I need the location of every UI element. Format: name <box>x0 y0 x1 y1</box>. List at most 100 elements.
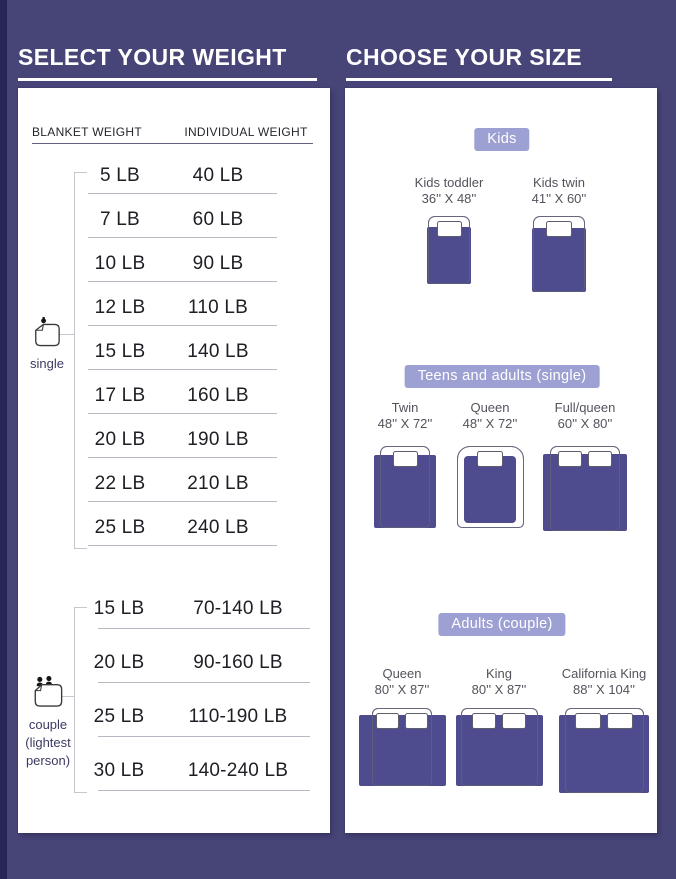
bed-illustration-wrap <box>336 708 468 786</box>
row-underline <box>88 281 277 282</box>
weight-row: 25 LB 110-190 LB <box>18 683 330 737</box>
row-underline <box>88 413 277 414</box>
size-name: Queen <box>382 666 422 681</box>
blanket-weight-value: 17 LB <box>94 385 146 406</box>
weight-row: 15 LB 140 LB <box>18 326 330 370</box>
weight-row: 20 LB 190 LB <box>18 414 330 458</box>
bed-illustration <box>427 216 471 284</box>
column-header-blanket-weight: BLANKET WEIGHT <box>32 125 142 139</box>
individual-weight-value: 60 LB <box>192 209 244 230</box>
individual-weight-value: 110-190 LB <box>188 706 288 727</box>
row-underline <box>88 457 277 458</box>
header-underline <box>32 143 313 144</box>
individual-weight-value: 110 LB <box>187 297 248 318</box>
size-item: Twin 48'' X 72'' <box>339 400 471 528</box>
pillow <box>405 713 428 729</box>
single-bracket-connector <box>57 334 75 335</box>
blanket-weight-value: 15 LB <box>93 598 145 619</box>
couple-group-bracket <box>74 607 87 793</box>
group-badge: Kids <box>474 128 530 151</box>
blanket <box>455 715 543 786</box>
couple-group-label: couple (lightest person) <box>18 674 78 769</box>
bed-frame-outline <box>456 446 524 528</box>
row-underline <box>88 325 277 326</box>
row-underline <box>98 736 310 737</box>
size-dimensions: 88'' X 104'' <box>573 682 635 697</box>
bed-illustration <box>456 446 524 528</box>
weight-row: 17 LB 160 LB <box>18 370 330 414</box>
blanket <box>559 715 649 793</box>
weight-row: 5 LB 40 LB <box>18 150 330 194</box>
row-underline <box>98 628 310 629</box>
bed-illustration <box>532 216 586 292</box>
size-dimensions: 80'' X 87'' <box>471 682 527 697</box>
bed-frame-outline <box>428 216 470 284</box>
blanket <box>374 455 436 528</box>
individual-weight-value: 90-160 LB <box>193 652 283 673</box>
size-item: Queen 80'' X 87'' <box>336 666 468 786</box>
couple-weight-rows: 15 LB 70-140 LB 20 LB 90-160 LB 25 LB 110-190… <box>18 575 330 791</box>
row-underline <box>98 790 310 791</box>
size-name: Full/queen <box>554 400 616 415</box>
size-dimensions: 60'' X 80'' <box>557 416 613 431</box>
row-underline <box>88 237 277 238</box>
couple-label-line2: (lightest <box>25 735 71 750</box>
size-chart-card: Kids Kids toddler 36'' X 48'' Kids twin 41''… <box>345 88 657 833</box>
row-underline <box>88 193 277 194</box>
blanket-weight-value: 7 LB <box>100 209 140 230</box>
weight-row: 25 LB 240 LB <box>18 502 330 546</box>
size-item: Queen 48'' X 72'' <box>424 400 556 528</box>
pillow <box>436 221 462 237</box>
group-badge: Teens and adults (single) <box>404 365 600 388</box>
weight-row: 15 LB 70-140 LB <box>18 575 330 629</box>
size-name: Kids toddler <box>414 175 484 190</box>
couple-bracket-connector <box>57 696 75 697</box>
couple-label-line1: couple <box>28 717 68 732</box>
row-underline <box>98 682 310 683</box>
single-group-label: single <box>18 316 76 372</box>
size-item: Kids toddler 36'' X 48'' <box>383 175 515 284</box>
right-panel-title: CHOOSE YOUR SIZE <box>346 44 613 81</box>
pillow <box>392 451 418 467</box>
size-name: Queen <box>470 400 510 415</box>
blanket-weight-value: 5 LB <box>100 165 140 186</box>
individual-weight-value: 140 LB <box>187 341 249 362</box>
row-underline <box>88 369 277 370</box>
bed-illustration-wrap <box>424 446 556 528</box>
weight-row: 12 LB 110 LB <box>18 282 330 326</box>
size-name: Twin <box>391 400 419 415</box>
left-panel-title: SELECT YOUR WEIGHT <box>18 44 317 81</box>
weight-row: 22 LB 210 LB <box>18 458 330 502</box>
size-name: Kids twin <box>532 175 586 190</box>
pillow <box>472 713 496 729</box>
pillow <box>588 451 612 467</box>
size-name: California King <box>561 666 647 681</box>
blanket-weight-value: 30 LB <box>93 760 145 781</box>
bed-illustration-wrap <box>519 446 651 531</box>
weight-row: 7 LB 60 LB <box>18 194 330 238</box>
pillow <box>558 451 582 467</box>
bed-illustration-wrap <box>493 216 625 292</box>
blanket-weight-value: 22 LB <box>94 473 146 494</box>
individual-weight-value: 90 LB <box>192 253 244 274</box>
size-item: Full/queen 60'' X 80'' <box>519 400 651 531</box>
couple-label-line3: person) <box>25 753 71 768</box>
bed-frame-outline <box>372 708 432 786</box>
size-dimensions: 48'' X 72'' <box>377 416 433 431</box>
pillow <box>575 713 601 729</box>
size-item: King 80'' X 87'' <box>433 666 565 786</box>
bed-illustration-wrap <box>339 446 471 528</box>
individual-weight-value: 160 LB <box>187 385 249 406</box>
column-header-individual-weight: INDIVIDUAL WEIGHT <box>184 125 308 139</box>
single-weight-rows: 5 LB 40 LB 7 LB 60 LB 10 LB 90 LB 12 LB 110 LB 1… <box>18 150 330 546</box>
pillow <box>502 713 526 729</box>
bed-illustration-wrap <box>433 708 565 786</box>
individual-weight-value: 190 LB <box>187 429 249 450</box>
size-dimensions: 41'' X 60'' <box>531 191 587 206</box>
bed-illustration-wrap <box>538 708 670 793</box>
size-dimensions: 80'' X 87'' <box>374 682 430 697</box>
bed-illustration <box>455 708 543 786</box>
size-dimensions: 36'' X 48'' <box>421 191 477 206</box>
pillow <box>607 713 633 729</box>
pillow <box>546 221 572 237</box>
